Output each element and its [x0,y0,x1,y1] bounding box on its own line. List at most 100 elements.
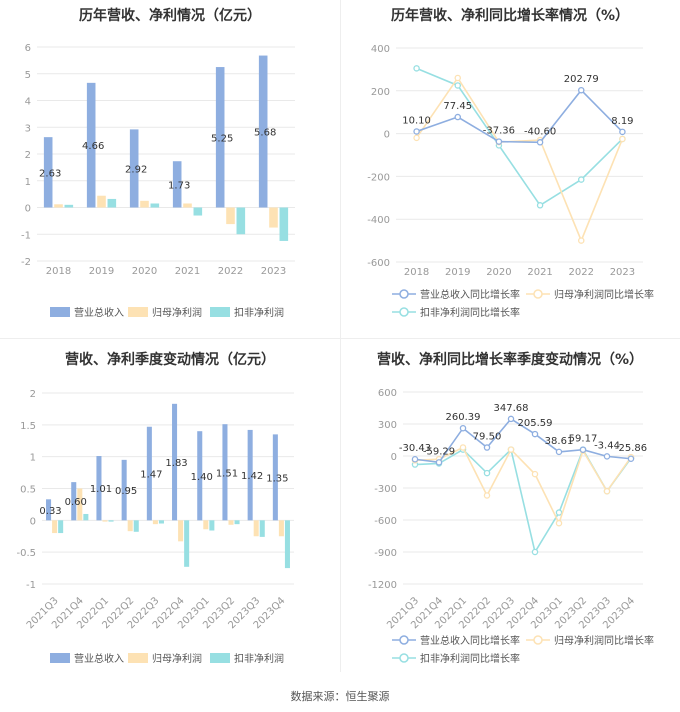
y-tick-label: 0.5 [20,485,36,496]
x-tick-label: 2020 [486,267,511,278]
legend-label: 营业总收入 [74,306,124,319]
y-tick-label: -2 [21,257,31,268]
data-point [531,430,539,438]
y-tick-label: 0 [391,452,397,463]
y-tick-label: 3 [25,123,31,134]
data-point [413,128,420,135]
bar-net-profit [54,204,63,208]
data-point [507,415,515,423]
quarterly-values-chart: -1-0.500.511.522021Q32021Q42022Q12022Q22… [16,389,294,665]
x-tick-label: 2021 [527,267,552,278]
bar-revenue [129,129,139,208]
data-point [555,448,563,456]
bar-net-profit [97,195,106,208]
data-label: -59.29 [423,446,455,457]
bar-revenue [43,137,53,208]
legend-swatch [50,653,70,663]
bar-revenue [215,67,225,208]
x-tick-label: 2023 [261,266,286,277]
quarterly-growth-panel: 营收、净利同比增长率季度变动情况（%） -1200 -900 -600 -300 0 30… [340,339,680,679]
data-point [483,492,491,499]
data-label: 0.60 [65,497,87,508]
bar-net-profit [127,520,133,532]
x-tick-label: 2022 [569,267,594,278]
data-label: -40.60 [524,126,556,137]
chart-title: 历年营收、净利情况（亿元） [79,8,261,24]
y-tick-label: 400 [371,44,390,55]
data-point [577,176,585,183]
legend-swatch [50,307,70,317]
data-point [454,113,462,121]
x-tick-label: 2019 [445,267,470,278]
legend-label: 营业总收入 [74,652,124,665]
data-label: 79.50 [473,432,502,443]
data-point [435,459,443,466]
data-label: 0.33 [39,506,61,517]
data-label: 0.95 [115,486,137,497]
bar-revenue [247,429,253,521]
data-label: 38.61 [545,436,574,447]
legend-label: 扣非净利润同比增长率 [420,652,520,665]
bar-deducted-profit [58,520,64,534]
legend-swatch [128,307,148,317]
legend-marker [533,289,543,299]
bar-net-profit [278,520,284,537]
series-line-revenue [416,88,623,144]
bar-net-profit [228,520,234,525]
data-label: 59.17 [569,434,598,445]
bar-net-profit [253,520,259,537]
y-tick-label: 5 [25,70,31,81]
bar-revenue [86,82,96,208]
data-label: 347.68 [494,403,529,414]
y-tick-label: 2 [30,389,36,400]
bar-revenue [222,424,228,521]
vertical-divider [340,0,341,672]
bar-deducted-profit [83,513,89,521]
data-point [483,444,491,451]
bar-net-profit [152,520,158,525]
data-point [536,139,544,146]
data-point [531,470,539,478]
bar-net-profit [226,207,235,225]
bar-net-profit [269,207,278,228]
series-line-net-profit [414,446,632,526]
bar-revenue [172,403,178,521]
legend-label: 扣非净利润同比增长率 [420,306,520,319]
y-tick-label: -1 [26,580,36,591]
data-label: 5.68 [254,128,276,139]
x-tick-label: 2022 [218,266,243,277]
legend-swatch [210,653,230,663]
data-point [411,455,419,463]
bar-deducted-profit [158,520,164,524]
bar-net-profit [203,520,209,530]
data-source: 数据来源：恒生聚源 [290,690,390,703]
chart-title: 营收、净利同比增长率季度变动情况（%） [376,352,644,368]
bar-deducted-profit [284,520,290,569]
chart-title: 营收、净利季度变动情况（亿元） [65,352,275,368]
bar-deducted-profit [64,204,74,208]
bar-deducted-profit [184,520,190,567]
data-label: 1.83 [165,458,187,469]
bar-deducted-profit [209,520,215,531]
bar-deducted-profit [107,198,117,208]
data-point [459,424,467,432]
legend-marker [399,653,409,663]
legend-label: 归母净利润同比增长率 [554,288,654,301]
bar-net-profit [183,203,192,208]
x-tick-label: 2021 [175,266,200,277]
y-tick-label: 600 [378,388,397,399]
y-tick-label: -400 [367,215,390,226]
data-point [454,82,462,89]
bar-net-profit [77,488,83,521]
data-label: 1.47 [140,470,162,481]
data-label: 5.25 [211,133,233,144]
annual-values-chart: -2 -1 0 1 2 3 4 5 6 2018 2019 2020 2021 2022 2023 2.63 4… [21,43,295,319]
y-tick-label: -300 [374,484,397,495]
data-label: 1.40 [191,472,213,483]
data-label: 1.01 [90,484,112,495]
series-line-revenue [414,417,632,464]
data-point [483,469,491,477]
legend-swatch [128,653,148,663]
x-tick-label: 2018 [46,266,71,277]
legend-marker [399,635,409,645]
